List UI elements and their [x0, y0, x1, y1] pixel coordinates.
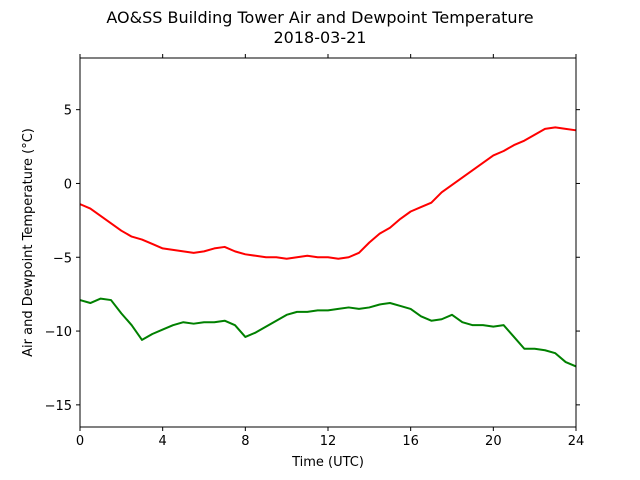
- chart-title: AO&SS Building Tower Air and Dewpoint Te…: [106, 8, 534, 27]
- x-tick-label: 0: [76, 434, 84, 449]
- y-tick-label: −10: [45, 325, 72, 340]
- plot-frame: [79, 57, 577, 428]
- chart-subtitle: 2018-03-21: [273, 28, 367, 47]
- x-tick-label: 4: [159, 434, 167, 449]
- x-axis: 0 4 8 12 16 20 24: [76, 54, 584, 449]
- y-tick-label: −15: [45, 399, 72, 414]
- x-axis-label: Time (UTC): [291, 455, 364, 470]
- y-axis: 5 0 −5 −10 −15: [45, 104, 580, 414]
- x-tick-label: 24: [568, 434, 585, 449]
- y-tick-label: 5: [64, 104, 72, 119]
- y-axis-label: Air and Dewpoint Temperature (°C): [21, 128, 36, 357]
- dewpoint-temperature-line: [79, 297, 577, 368]
- y-tick-label: 0: [64, 177, 72, 192]
- x-tick-label: 12: [320, 434, 337, 449]
- x-tick-label: 8: [241, 434, 249, 449]
- y-tick-label: −5: [53, 251, 72, 266]
- x-tick-label: 20: [485, 434, 502, 449]
- series-layer: [79, 126, 577, 368]
- air-temperature-line: [79, 126, 577, 260]
- x-tick-label: 16: [402, 434, 419, 449]
